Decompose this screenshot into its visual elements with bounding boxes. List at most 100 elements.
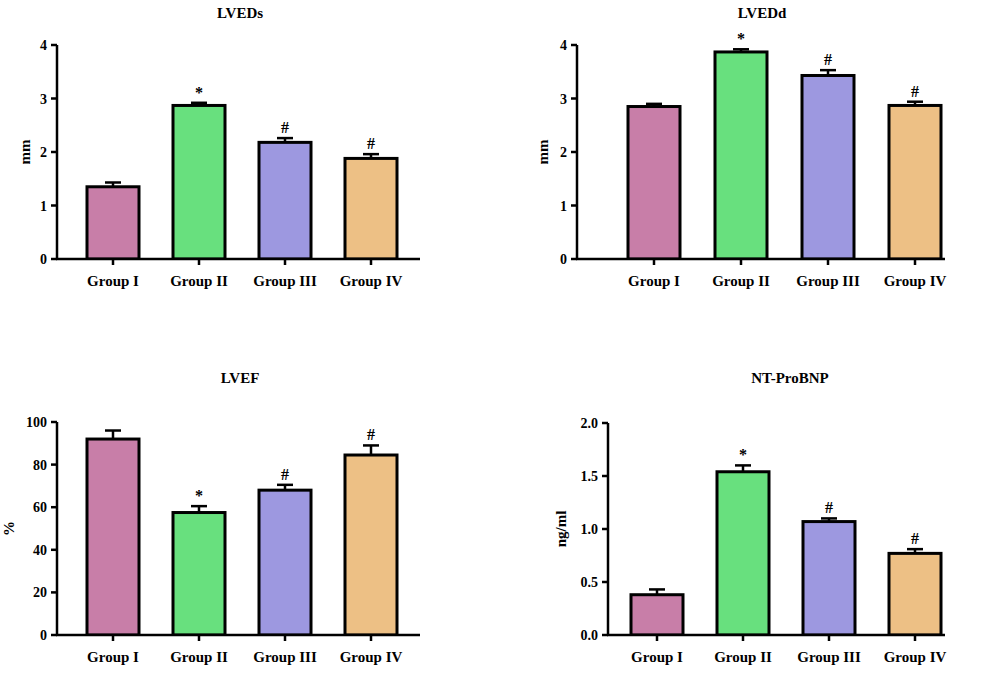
y-axis-label: mm: [535, 139, 551, 164]
y-tick-label: 3: [560, 92, 567, 107]
y-tick: [571, 204, 577, 207]
bar: [889, 105, 941, 259]
y-tick: [51, 97, 57, 100]
x-tick: [742, 635, 745, 641]
bar: [889, 553, 941, 635]
bar: [717, 472, 769, 635]
x-tick-label: Group III: [796, 273, 860, 289]
x-tick-label: Group I: [631, 649, 683, 665]
error-bar: [363, 445, 379, 455]
bar: [345, 158, 397, 259]
y-tick-label: 4: [560, 38, 567, 53]
y-tick: [602, 581, 608, 584]
panel: LVEDdmm*##01234Group IGroup IIGroup IIIG…: [535, 5, 946, 289]
x-axis: [56, 634, 420, 637]
y-tick-label: 1: [560, 199, 567, 214]
x-tick-label: Group IV: [340, 273, 403, 289]
x-tick: [370, 635, 373, 641]
y-tick-label: 60: [33, 500, 47, 515]
error-bar: [907, 549, 923, 553]
x-axis: [56, 258, 420, 261]
y-tick: [51, 258, 57, 261]
y-tick-label: 80: [33, 458, 47, 473]
y-axis-label: ng/ml: [553, 511, 569, 548]
annotation: #: [281, 119, 289, 136]
x-axis: [576, 258, 945, 261]
bar: [259, 142, 311, 259]
bar: [802, 75, 854, 259]
y-tick: [602, 528, 608, 531]
y-tick-label: 100: [26, 415, 47, 430]
error-bar: [105, 182, 121, 186]
plot-area: [87, 103, 397, 259]
error-bar: [277, 138, 293, 142]
x-tick: [112, 635, 115, 641]
x-tick-label: Group IV: [340, 649, 403, 665]
y-tick-label: 40: [33, 543, 47, 558]
x-tick-label: Group I: [628, 273, 680, 289]
annotation: #: [281, 466, 289, 483]
y-tick-label: 0: [560, 252, 567, 267]
y-tick-label: 0.0: [581, 628, 599, 643]
annotation: #: [367, 135, 375, 152]
y-tick: [51, 204, 57, 207]
x-tick-label: Group II: [712, 273, 770, 289]
y-axis: [56, 422, 59, 635]
y-tick: [51, 634, 57, 637]
annotation: *: [195, 487, 203, 504]
bar: [345, 455, 397, 635]
error-bar: [363, 154, 379, 158]
title: NT-ProBNP: [751, 370, 829, 386]
y-tick: [51, 151, 57, 154]
title: LVEF: [221, 370, 260, 386]
x-tick: [284, 635, 287, 641]
error-bar: [277, 485, 293, 490]
y-tick: [602, 475, 608, 478]
x-tick: [740, 259, 743, 265]
x-tick: [828, 635, 831, 641]
x-tick: [827, 259, 830, 265]
y-tick-label: 2: [560, 145, 567, 160]
annotation: *: [737, 30, 745, 47]
title: LVEDs: [217, 5, 263, 21]
y-tick: [51, 44, 57, 47]
y-tick: [51, 463, 57, 466]
y-tick-label: 3: [40, 92, 47, 107]
annotation: #: [824, 51, 832, 68]
x-tick-label: Group IV: [884, 649, 947, 665]
y-tick-label: 0: [40, 252, 47, 267]
annotation: #: [911, 83, 919, 100]
error-bar: [646, 104, 662, 107]
x-tick-label: Group II: [170, 273, 228, 289]
y-tick-label: 1.5: [581, 469, 599, 484]
x-tick-label: Group II: [714, 649, 772, 665]
y-tick: [571, 151, 577, 154]
x-tick-label: Group IV: [884, 273, 947, 289]
y-tick-label: 4: [40, 38, 47, 53]
y-tick: [602, 634, 608, 637]
y-tick-label: 2.0: [581, 416, 599, 431]
x-tick: [198, 259, 201, 265]
y-tick-label: 1.0: [581, 522, 599, 537]
annotation: *: [739, 446, 747, 463]
x-tick: [370, 259, 373, 265]
error-bar: [105, 431, 121, 440]
annotation: #: [911, 530, 919, 547]
figure: LVEDs mm * # #0 1 2 3 4 Group I Group II Group III G…: [0, 0, 987, 673]
y-tick: [571, 258, 577, 261]
x-tick: [914, 635, 917, 641]
error-bar: [191, 103, 207, 106]
panel: NT-ProBNPng/ml*##0.00.51.01.52.0Group IG…: [553, 370, 946, 665]
x-tick: [198, 635, 201, 641]
bar: [803, 522, 855, 635]
y-tick: [602, 422, 608, 425]
x-tick: [112, 259, 115, 265]
error-bar: [733, 49, 749, 52]
error-bar: [735, 465, 751, 471]
x-tick: [914, 259, 917, 265]
bar: [715, 52, 767, 259]
plot-area: [628, 49, 941, 259]
x-tick: [284, 259, 287, 265]
bar: [87, 187, 139, 259]
error-bar: [821, 518, 837, 521]
